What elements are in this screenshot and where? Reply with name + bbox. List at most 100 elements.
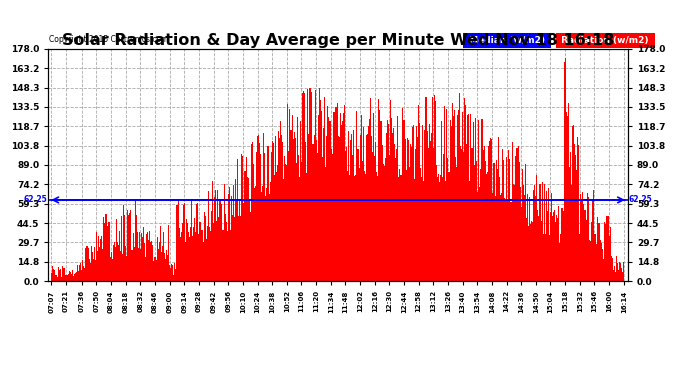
- Bar: [444, 106, 445, 281]
- Bar: [125, 246, 126, 281]
- Bar: [448, 172, 449, 281]
- Bar: [372, 152, 373, 281]
- Bar: [393, 128, 394, 281]
- Bar: [467, 115, 469, 281]
- Bar: [292, 115, 293, 281]
- Bar: [123, 205, 124, 281]
- Bar: [568, 103, 569, 281]
- Bar: [262, 186, 264, 281]
- Bar: [147, 232, 148, 281]
- Bar: [621, 268, 622, 281]
- Bar: [618, 270, 619, 281]
- Bar: [500, 195, 501, 281]
- Bar: [375, 142, 376, 281]
- Bar: [430, 141, 431, 281]
- Bar: [112, 245, 114, 281]
- Bar: [84, 267, 86, 281]
- Bar: [168, 225, 169, 281]
- Bar: [187, 223, 188, 281]
- Bar: [406, 138, 408, 281]
- Bar: [80, 263, 81, 281]
- Text: Copyright 2015 Cartronics.com: Copyright 2015 Cartronics.com: [49, 35, 168, 44]
- Bar: [611, 258, 613, 281]
- Bar: [528, 225, 529, 281]
- Bar: [497, 137, 499, 281]
- Bar: [298, 154, 299, 281]
- Bar: [440, 175, 441, 281]
- Bar: [218, 217, 219, 281]
- Bar: [281, 135, 282, 281]
- Bar: [92, 260, 94, 281]
- Bar: [530, 224, 531, 281]
- Bar: [67, 275, 68, 281]
- Bar: [102, 249, 103, 281]
- Bar: [536, 175, 538, 281]
- Bar: [231, 196, 232, 281]
- Bar: [270, 152, 272, 281]
- Bar: [171, 264, 172, 281]
- Bar: [556, 215, 558, 281]
- Bar: [230, 230, 231, 281]
- Bar: [190, 226, 191, 281]
- Bar: [544, 234, 546, 281]
- Bar: [76, 272, 77, 281]
- Bar: [283, 179, 284, 281]
- Bar: [211, 211, 212, 281]
- Bar: [72, 270, 73, 281]
- Bar: [357, 149, 359, 281]
- Bar: [315, 140, 317, 281]
- Bar: [346, 147, 347, 281]
- Bar: [464, 98, 465, 281]
- Bar: [623, 261, 624, 281]
- Bar: [213, 223, 214, 281]
- Bar: [264, 153, 266, 281]
- Bar: [324, 97, 325, 281]
- Bar: [244, 171, 246, 281]
- Bar: [482, 120, 483, 281]
- Bar: [322, 157, 323, 281]
- Bar: [588, 197, 589, 281]
- Bar: [70, 272, 71, 281]
- Bar: [215, 190, 216, 281]
- Bar: [201, 230, 203, 281]
- Bar: [120, 251, 121, 281]
- Bar: [424, 130, 426, 281]
- Bar: [461, 149, 462, 281]
- Bar: [136, 214, 137, 281]
- Bar: [276, 172, 277, 281]
- Bar: [479, 186, 480, 281]
- Bar: [382, 164, 384, 281]
- Bar: [462, 112, 463, 281]
- Bar: [219, 201, 220, 281]
- Bar: [521, 207, 522, 281]
- Bar: [191, 199, 192, 281]
- Bar: [273, 143, 274, 281]
- Bar: [554, 210, 555, 281]
- Bar: [335, 107, 337, 281]
- Bar: [241, 154, 242, 281]
- Bar: [613, 270, 614, 281]
- Bar: [592, 200, 593, 281]
- Bar: [119, 231, 120, 281]
- Bar: [277, 165, 278, 281]
- Bar: [389, 155, 390, 281]
- Bar: [289, 109, 290, 281]
- Bar: [398, 177, 400, 281]
- Bar: [352, 155, 353, 281]
- Bar: [519, 162, 520, 281]
- Bar: [551, 194, 552, 281]
- Bar: [431, 134, 432, 281]
- Bar: [570, 152, 571, 281]
- Bar: [415, 149, 416, 281]
- Bar: [172, 265, 173, 281]
- Bar: [552, 216, 553, 281]
- Bar: [345, 151, 346, 281]
- Bar: [81, 270, 82, 281]
- Bar: [63, 267, 65, 281]
- Bar: [540, 221, 542, 281]
- Bar: [417, 137, 418, 281]
- Bar: [589, 240, 590, 281]
- Bar: [305, 142, 306, 281]
- Bar: [255, 186, 256, 281]
- Bar: [469, 181, 471, 281]
